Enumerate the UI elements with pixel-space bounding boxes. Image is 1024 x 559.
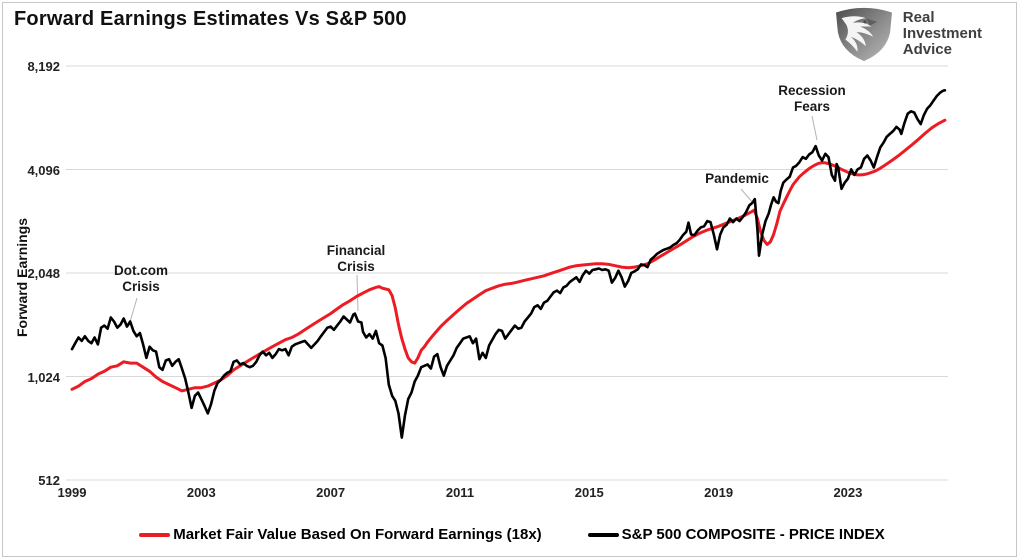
annotation-leader-lines: [129, 115, 818, 323]
x-tick-1999: 1999: [57, 485, 87, 500]
x-tick-2011: 2011: [445, 485, 475, 500]
annotation-text: Dot.com: [114, 263, 168, 278]
legend-item-sp500: S&P 500 COMPOSITE - PRICE INDEX: [587, 526, 885, 543]
chart-title: Forward Earnings Estimates Vs S&P 500: [14, 8, 407, 30]
annotation-pandemic: Pandemic: [705, 171, 769, 187]
ria-logo-text: Real Investment Advice: [903, 10, 982, 58]
y-tick-8,192: 8,192: [27, 59, 60, 74]
annotation-text: Crisis: [337, 259, 375, 274]
annotation-text: Financial: [326, 243, 386, 258]
x-tick-2007: 2007: [316, 485, 346, 500]
legend-label-sp500: S&P 500 COMPOSITE - PRICE INDEX: [621, 526, 885, 543]
y-tick-4,096: 4,096: [27, 162, 60, 178]
series-line-sp500: [70, 89, 947, 439]
legend-swatch-red-line: [139, 532, 171, 537]
annotation-financial-crisis: Financial Crisis: [327, 243, 386, 275]
x-tick-2023: 2023: [833, 485, 863, 500]
ria-logo-line-1: Real: [902, 9, 935, 26]
legend-label-fair-value: Market Fair Value Based On Forward Earni…: [173, 526, 542, 543]
series-line-fair-value: [70, 118, 947, 393]
ria-logo: Real Investment Advice: [834, 6, 982, 62]
ria-eagle-logo-icon: [835, 7, 892, 62]
annotation-leader-line: [811, 115, 818, 141]
x-tick-2003: 2003: [186, 485, 216, 500]
annotation-dotcom-crisis: Dot.com Crisis: [114, 263, 168, 295]
annotation-text: Pandemic: [705, 171, 769, 186]
legend: Market Fair Value Based On Forward Earni…: [0, 526, 1024, 543]
gridlines: [66, 65, 948, 481]
y-tick-2,048: 2,048: [27, 266, 60, 281]
annotation-text: Fears: [793, 99, 831, 114]
annotation-text: Crisis: [122, 279, 160, 294]
legend-swatch-black-line: [587, 532, 619, 537]
annotation-recession-fears: Recession Fears: [778, 83, 846, 115]
annotation-text: Recession: [778, 83, 846, 98]
series-lines: [70, 89, 947, 439]
ria-logo-line-2: Investment: [902, 25, 982, 42]
annotation-leader-line: [740, 188, 754, 204]
y-tick-1,024: 1,024: [27, 369, 60, 385]
ria-logo-line-3: Advice: [902, 41, 952, 58]
annotation-leader-line: [129, 297, 138, 323]
x-tick-2019: 2019: [704, 485, 734, 500]
annotation-leader-line: [356, 274, 359, 312]
x-tick-2015: 2015: [574, 485, 604, 500]
legend-item-fair-value: Market Fair Value Based On Forward Earni…: [139, 526, 542, 543]
y-tick-512: 512: [38, 473, 60, 488]
